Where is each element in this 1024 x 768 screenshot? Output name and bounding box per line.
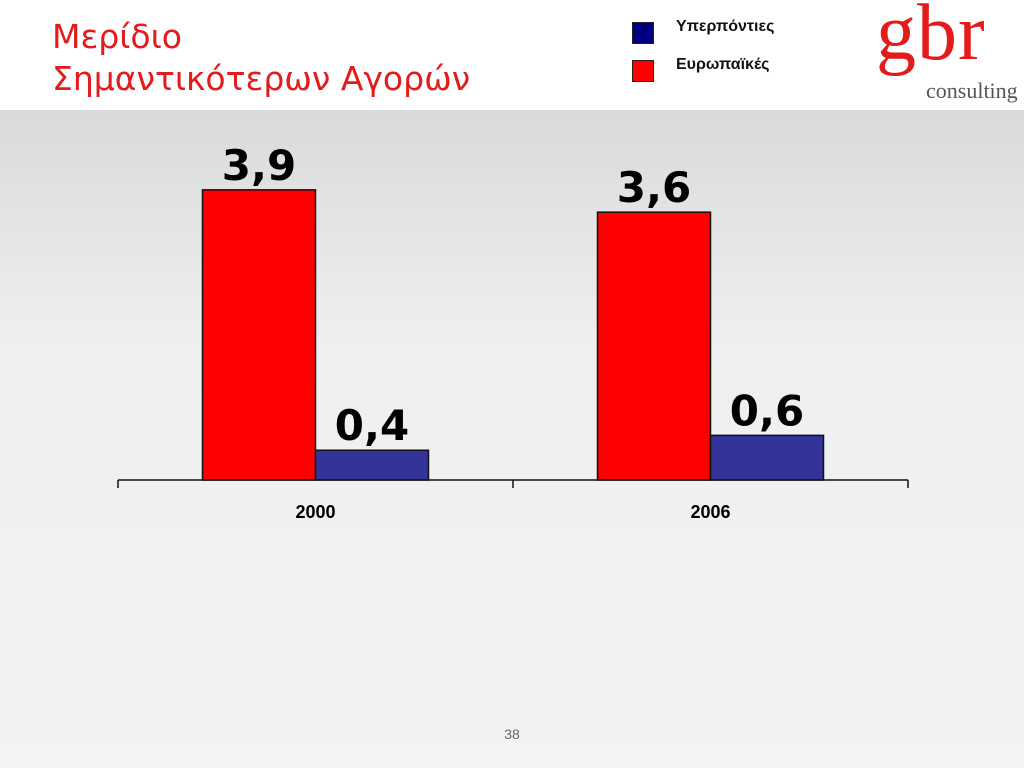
bar-chart: 3,9 0,4 3,6 0,6 2000 2006 bbox=[117, 141, 909, 522]
gbr-logo: gbr consulting bbox=[872, 0, 1022, 106]
x-tick-labels: 2000 2006 bbox=[295, 502, 730, 522]
legend-item-overseas: Υπερπόντιες bbox=[632, 16, 852, 44]
data-labels: 3,9 0,4 3,6 0,6 bbox=[222, 141, 804, 450]
legend-swatch-european bbox=[632, 60, 654, 82]
bar-2000-series-0 bbox=[201, 189, 317, 481]
logo-sub-text: consulting bbox=[926, 78, 1018, 103]
bar-2006-series-0 bbox=[596, 211, 712, 481]
title-line-1: Μερίδιο bbox=[52, 17, 182, 56]
page-number: 38 bbox=[504, 726, 520, 742]
legend-item-european: Ευρωπαϊκές bbox=[632, 54, 852, 82]
legend-swatch-overseas bbox=[632, 22, 654, 44]
data-label-2006-series-0: 3,6 bbox=[617, 163, 691, 212]
legend-label-overseas: Υπερπόντιες bbox=[676, 18, 775, 35]
x-axis bbox=[117, 479, 909, 488]
logo-main-text: gbr bbox=[876, 0, 986, 77]
bars bbox=[201, 189, 825, 481]
slide-header: Μερίδιο Σημαντικότερων Αγορών Υπερπόντιε… bbox=[0, 0, 1024, 110]
data-label-2006-series-1: 0,6 bbox=[730, 386, 804, 435]
page-title: Μερίδιο Σημαντικότερων Αγορών bbox=[52, 16, 470, 100]
bar-2006-series-1 bbox=[709, 434, 825, 481]
data-label-2000-series-1: 0,4 bbox=[335, 401, 409, 450]
title-line-2: Σημαντικότερων Αγορών bbox=[52, 59, 471, 98]
x-tick-label-2000: 2000 bbox=[295, 502, 335, 522]
data-label-2000-series-0: 3,9 bbox=[222, 141, 296, 190]
x-tick-label-2006: 2006 bbox=[690, 502, 730, 522]
legend-label-european: Ευρωπαϊκές bbox=[676, 56, 770, 73]
bar-2000-series-1 bbox=[314, 449, 430, 481]
chart-panel bbox=[0, 110, 1024, 768]
